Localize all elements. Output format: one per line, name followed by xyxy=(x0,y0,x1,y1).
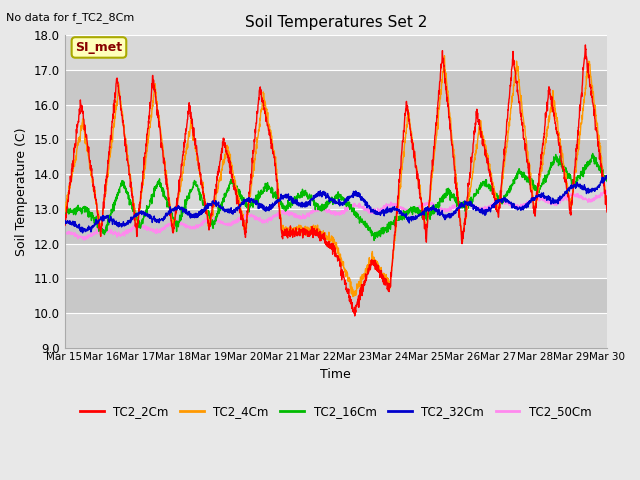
Bar xyxy=(65,174,607,209)
Bar xyxy=(65,209,607,243)
Text: SI_met: SI_met xyxy=(76,41,122,54)
Bar xyxy=(65,313,607,348)
Title: Soil Temperatures Set 2: Soil Temperatures Set 2 xyxy=(244,15,427,30)
Bar xyxy=(65,105,607,139)
X-axis label: Time: Time xyxy=(321,368,351,381)
Legend: TC2_2Cm, TC2_4Cm, TC2_16Cm, TC2_32Cm, TC2_50Cm: TC2_2Cm, TC2_4Cm, TC2_16Cm, TC2_32Cm, TC… xyxy=(76,400,596,423)
Text: No data for f_TC2_8Cm: No data for f_TC2_8Cm xyxy=(6,12,134,23)
Bar xyxy=(65,278,607,313)
Bar xyxy=(65,139,607,174)
Y-axis label: Soil Temperature (C): Soil Temperature (C) xyxy=(15,127,28,256)
Bar xyxy=(65,70,607,105)
Bar xyxy=(65,36,607,70)
Bar xyxy=(65,243,607,278)
